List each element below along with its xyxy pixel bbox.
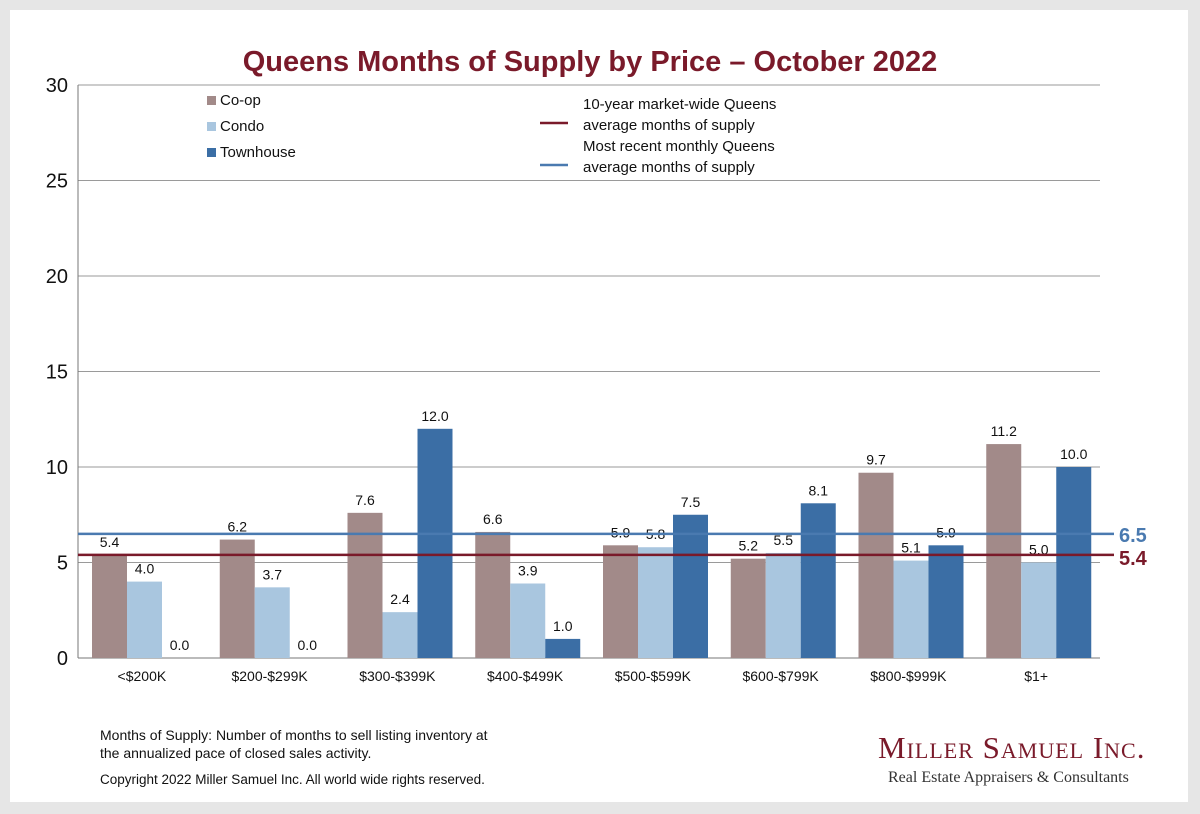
legend-swatch <box>207 148 216 157</box>
x-tick-label: <$200K <box>118 668 167 684</box>
legend-line-label: average months of supply <box>583 117 755 134</box>
y-tick-label: 15 <box>46 362 68 384</box>
bar <box>893 560 929 658</box>
bar <box>673 514 708 658</box>
bar-chart: 0510152025305.44.00.0<$200K6.23.70.0$200… <box>46 75 1148 684</box>
footnote-line-2: the annualized pace of closed sales acti… <box>100 745 372 761</box>
chart-title: Queens Months of Supply by Price – Octob… <box>242 46 938 78</box>
bar <box>545 638 581 658</box>
y-tick-label: 20 <box>46 266 68 288</box>
copyright-text: Copyright 2022 Miller Samuel Inc. All wo… <box>100 772 485 787</box>
logo-tagline: Real Estate Appraisers & Consultants <box>888 769 1129 786</box>
bar <box>510 583 546 658</box>
x-tick-label: $600-$799K <box>742 668 819 684</box>
legend-line-label: Most recent monthly Queens <box>583 138 775 155</box>
bar-value-label: 7.5 <box>681 494 701 510</box>
bar <box>858 472 894 658</box>
bar-value-label: 10.0 <box>1060 446 1087 462</box>
footnote: Months of Supply: Number of months to se… <box>100 726 600 762</box>
bar <box>219 539 255 658</box>
y-tick-label: 10 <box>46 457 68 479</box>
x-tick-label: $500-$599K <box>615 668 692 684</box>
legend-swatch <box>207 122 216 131</box>
x-tick-label: $800-$999K <box>870 668 947 684</box>
bar-value-label: 5.9 <box>936 524 956 540</box>
legend-line-label: average months of supply <box>583 159 755 176</box>
bar-value-label: 0.0 <box>298 637 318 653</box>
x-tick-label: $300-$399K <box>359 668 436 684</box>
legend-label: Townhouse <box>220 144 296 161</box>
bar <box>92 554 127 658</box>
y-tick-label: 5 <box>57 553 68 575</box>
bar <box>417 428 453 658</box>
bar-value-label: 5.5 <box>774 532 794 548</box>
bar-value-label: 6.6 <box>483 511 503 527</box>
bar-value-label: 5.1 <box>901 540 921 556</box>
bar-value-label: 9.7 <box>866 452 886 468</box>
bar <box>382 612 418 658</box>
bar-value-label: 6.2 <box>228 519 248 535</box>
x-tick-label: $1+ <box>1024 668 1048 684</box>
bar <box>730 558 766 658</box>
reference-line-label: 6.5 <box>1119 525 1147 547</box>
bar-value-label: 1.0 <box>553 618 573 634</box>
x-tick-label: $400-$499K <box>487 668 564 684</box>
legend-swatch <box>207 96 216 105</box>
y-tick-label: 30 <box>46 75 68 97</box>
legend-label: Co-op <box>220 92 261 109</box>
bar <box>475 531 511 658</box>
bar-value-label: 5.9 <box>611 524 631 540</box>
x-tick-label: $200-$299K <box>231 668 308 684</box>
bar <box>928 545 964 658</box>
logo-name: Miller Samuel Inc. <box>878 730 1146 765</box>
company-logo: Miller Samuel Inc. Real Estate Appraiser… <box>878 730 1158 787</box>
bar <box>127 581 162 658</box>
bar-value-label: 0.0 <box>170 637 190 653</box>
bar-value-label: 3.9 <box>518 563 538 579</box>
legend-label: Condo <box>220 118 264 135</box>
footnote-line-1: Months of Supply: Number of months to se… <box>100 727 488 743</box>
bar-value-label: 5.4 <box>100 534 120 550</box>
bar <box>1021 562 1057 658</box>
bar <box>603 545 638 658</box>
bar <box>347 512 383 658</box>
bar-value-label: 2.4 <box>390 591 410 607</box>
bar-value-label: 5.0 <box>1029 542 1049 558</box>
chart-card: Queens Months of Supply by Price – Octob… <box>10 10 1188 802</box>
bar <box>800 503 836 658</box>
bar-value-label: 11.2 <box>991 423 1017 439</box>
bar-value-label: 5.2 <box>739 538 759 554</box>
bar <box>765 552 801 658</box>
y-tick-label: 25 <box>46 171 68 193</box>
bar-value-label: 7.6 <box>355 492 375 508</box>
reference-line-label: 5.4 <box>1119 548 1148 570</box>
legend-line-label: 10-year market-wide Queens <box>583 96 776 113</box>
bar <box>1056 467 1092 658</box>
bar-value-label: 3.7 <box>263 566 283 582</box>
bar <box>254 587 290 658</box>
bar-value-label: 12.0 <box>421 408 448 424</box>
bar <box>638 547 673 658</box>
bar-value-label: 8.1 <box>809 482 829 498</box>
bar <box>986 444 1022 658</box>
bar-value-label: 4.0 <box>135 561 155 577</box>
y-tick-label: 0 <box>57 648 68 670</box>
